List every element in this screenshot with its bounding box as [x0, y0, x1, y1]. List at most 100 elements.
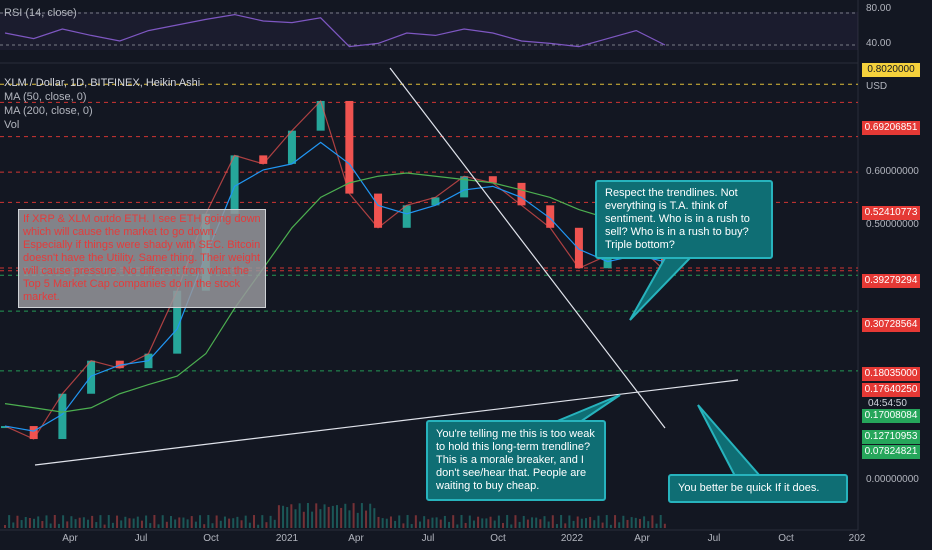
volume-bar: [597, 515, 600, 528]
volume-bar: [564, 523, 567, 528]
volume-bar: [91, 515, 94, 528]
price-label: 0.69206851: [862, 121, 920, 135]
volume-bar: [663, 523, 666, 528]
volume-bar: [16, 515, 19, 528]
time-tick: 2021: [275, 533, 299, 544]
volume-bar: [240, 520, 243, 528]
volume-bar: [78, 517, 81, 528]
price-candle: [29, 426, 38, 440]
time-tick: Jul: [707, 533, 721, 544]
volume-bar: [618, 522, 621, 528]
volume-bar: [622, 515, 625, 528]
volume-bar: [589, 516, 592, 528]
price-candle: [259, 155, 268, 164]
volume-bar: [107, 515, 110, 528]
volume-bar: [286, 507, 289, 528]
price-label: 0.18035000: [862, 367, 920, 381]
time-tick: Jul: [421, 533, 435, 544]
volume-bar: [70, 516, 73, 528]
price-tick-050: 0.50000000: [866, 219, 919, 230]
volume-bar: [66, 521, 69, 528]
volume-bar: [647, 521, 650, 528]
legend-vol: Vol: [4, 119, 20, 131]
volume-bar: [182, 517, 185, 528]
volume-bar: [356, 512, 359, 528]
price-candle: [1, 426, 9, 429]
volume-bar: [294, 509, 297, 528]
volume-bar: [547, 521, 550, 528]
volume-bar: [57, 523, 60, 528]
volume-bar: [140, 520, 143, 528]
volume-bar: [514, 515, 517, 528]
time-tick: Jul: [134, 533, 148, 544]
volume-bar: [99, 515, 102, 528]
volume-bar: [402, 523, 405, 528]
time-tick: 2022: [560, 533, 584, 544]
volume-bar: [87, 519, 89, 528]
note-bottom-right[interactable]: You better be quick If it does.: [668, 474, 848, 503]
price-candle: [115, 360, 124, 369]
volume-bar: [472, 520, 475, 528]
volume-bar: [128, 518, 131, 528]
volume-bar: [398, 515, 401, 528]
volume-bar: [344, 503, 347, 528]
volume-bar: [352, 503, 355, 528]
volume-bar: [207, 515, 210, 528]
price-candle: [431, 197, 440, 206]
volume-bar: [82, 517, 85, 528]
note-pointer-bottom-right: [697, 404, 763, 477]
volume-bar: [576, 516, 579, 528]
volume-bar: [95, 522, 98, 528]
time-tick: Oct: [778, 533, 794, 544]
volume-bar: [531, 517, 534, 528]
volume-bar: [651, 515, 654, 528]
volume-bar: [157, 524, 160, 528]
volume-bar: [659, 515, 662, 528]
volume-bar: [103, 524, 106, 528]
volume-bar: [323, 504, 326, 528]
volume-bar: [319, 509, 322, 528]
time-tick: Apr: [348, 533, 364, 544]
note-top-right[interactable]: Respect the trendlines. Not everything i…: [595, 180, 773, 259]
volume-bar: [452, 515, 455, 528]
volume-bar: [282, 505, 285, 528]
volume-bar: [306, 503, 309, 528]
note-left[interactable]: If XRP & XLM outdo ETH. I see ETH going …: [18, 209, 266, 308]
volume-bar: [477, 516, 480, 528]
volume-bar: [136, 516, 139, 528]
price-tick-060: 0.60000000: [866, 166, 919, 177]
volume-bar: [568, 515, 571, 528]
volume-bar: [497, 515, 500, 528]
volume-bar: [273, 519, 276, 528]
rsi-level-40: 40.00: [866, 38, 892, 49]
volume-bar: [526, 519, 529, 528]
descending-trendline: [389, 67, 666, 429]
volume-bar: [257, 524, 260, 528]
note-bottom-mid[interactable]: You're telling me this is too weak to ho…: [426, 420, 606, 501]
volume-bar: [228, 518, 231, 528]
volume-bar: [331, 505, 334, 528]
volume-bar: [215, 515, 218, 528]
volume-bar: [116, 515, 119, 528]
volume-bar: [219, 520, 222, 528]
price-candle: [546, 205, 555, 228]
volume-bar: [194, 521, 197, 528]
volume-bar: [626, 519, 629, 528]
price-label: 0.52410773: [862, 206, 920, 220]
volume-bar: [643, 516, 646, 528]
price-candle: [230, 155, 239, 214]
volume-bar: [460, 515, 463, 528]
volume-bar: [605, 515, 608, 528]
volume-bar: [62, 515, 65, 528]
volume-bar: [327, 506, 330, 528]
chart-legend: XLM / Dollar, 1D, BITFINEX, Heikin Ashi …: [4, 76, 200, 132]
volume-bar: [443, 515, 446, 528]
legend-ma200: MA (200, close, 0): [4, 105, 93, 117]
volume-bar: [49, 523, 52, 528]
time-tick: 202: [848, 533, 866, 544]
volume-bar: [8, 515, 11, 528]
volume-bar: [120, 520, 123, 528]
volume-bar: [20, 520, 23, 528]
volume-bar: [277, 505, 280, 528]
